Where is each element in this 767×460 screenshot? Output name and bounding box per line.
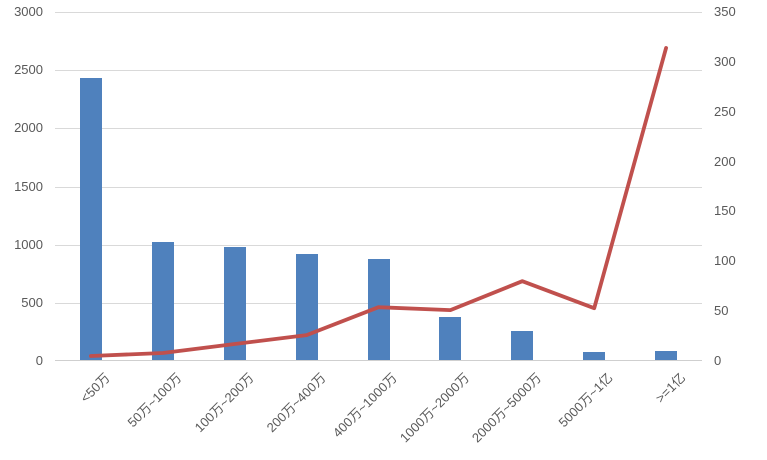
right-axis-tick-label: 200 [714, 153, 736, 169]
right-axis-tick-label: 250 [714, 103, 736, 119]
gridline [55, 186, 702, 188]
x-axis-category-label: 400万~1000万 [330, 370, 401, 441]
left-axis-tick-label: 500 [21, 294, 43, 310]
right-axis-tick-label: 350 [714, 4, 736, 19]
bar [583, 352, 606, 361]
trend-line [89, 46, 668, 358]
left-axis-tick-label: 2000 [14, 120, 43, 136]
x-axis-category-label: >=1亿 [652, 370, 688, 406]
right-axis-tick-label: 150 [714, 203, 736, 219]
x-axis-category-label: <50万 [77, 370, 113, 406]
gridline [55, 128, 702, 130]
gridline [55, 12, 702, 13]
left-axis-tick-label: 1000 [14, 236, 43, 252]
left-axis-tick-label: 2500 [14, 62, 43, 78]
trend-line-layer [89, 46, 668, 358]
left-axis-tick-label: 1500 [14, 178, 43, 194]
bar [79, 78, 102, 361]
left-axis-tick-label: 0 [35, 353, 43, 368]
x-axis-category-label: 1000万~2000万 [396, 370, 473, 446]
x-axis-category-label: 100万~200万 [191, 370, 257, 436]
right-axis-tick-label: 50 [714, 303, 729, 319]
bar [223, 247, 246, 361]
bar [655, 351, 678, 361]
gridline [55, 70, 702, 72]
left-axis-tick-label: 3000 [14, 4, 43, 19]
x-axis-category-label: 2000万~5000万 [468, 370, 544, 446]
bar [151, 241, 174, 361]
plot-area [55, 12, 702, 361]
x-axis-line [55, 360, 702, 361]
right-axis-tick-label: 300 [714, 53, 736, 69]
gridline [55, 244, 702, 246]
x-axis-category-label: 5000万~1亿 [555, 370, 616, 431]
bar [439, 316, 462, 361]
right-axis-tick-label: 100 [714, 253, 736, 269]
bar [511, 330, 534, 361]
bar [367, 258, 390, 361]
x-axis-category-label: 50万~100万 [124, 370, 185, 431]
right-axis-tick-label: 0 [714, 353, 722, 368]
x-axis-category-label: 200万~400万 [263, 370, 329, 436]
